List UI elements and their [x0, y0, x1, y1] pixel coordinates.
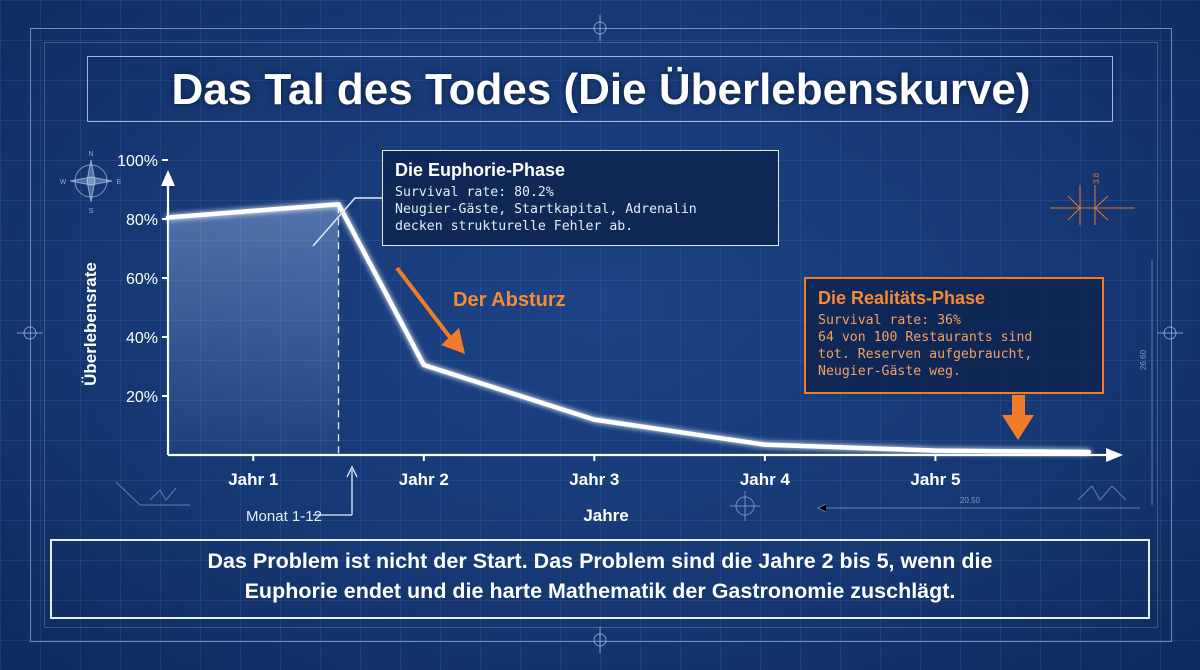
register-mark-bottom — [593, 627, 607, 653]
x-tick-label: Jahr 4 — [740, 470, 791, 489]
reality-down-arrow-icon — [1002, 395, 1034, 440]
conclusion-frame — [50, 539, 1150, 619]
reality-line: Neugier-Gäste weg. — [818, 364, 961, 379]
reality-line: 64 von 100 Restaurants sind — [818, 330, 1033, 345]
register-mark-left — [17, 326, 43, 340]
month-range-bracket — [313, 465, 358, 516]
conclusion-text: Das Problem ist nicht der Start. Das Pro… — [50, 546, 1150, 606]
dimension-label-vertical: 3.8 — [1092, 172, 1101, 184]
euphoria-connector — [312, 197, 382, 247]
y-tick-label: 20% — [126, 389, 158, 406]
inner-frame — [44, 42, 1158, 628]
y-tick-label: 40% — [126, 330, 158, 347]
register-mark-right — [1157, 326, 1183, 340]
compass-icon — [69, 159, 113, 203]
compass-label-s: S — [89, 208, 94, 215]
dimension-mark-bottom — [816, 503, 1140, 513]
register-mark-top — [593, 15, 607, 41]
euphoria-line: Survival rate: 80.2% — [395, 185, 554, 200]
reality-line: tot. Reserven aufgebraucht, — [818, 347, 1033, 362]
reality-callout: Die Realitäts-Phase Survival rate: 36% 6… — [804, 277, 1104, 394]
euphoria-line: Neugier-Gäste, Startkapital, Adrenalin — [395, 202, 697, 217]
y-tick-label: 60% — [126, 271, 158, 288]
x-tick-label: Jahr 1 — [228, 470, 278, 489]
crash-arrow-icon — [395, 266, 465, 354]
x-tick-label: Jahr 2 — [399, 470, 449, 489]
reality-title: Die Realitäts-Phase — [818, 288, 986, 308]
crash-label: Der Absturz — [453, 289, 566, 311]
y-tick-label: 100% — [117, 153, 158, 170]
euphoria-line: decken strukturelle Fehler ab. — [395, 219, 634, 234]
compass-label-n: N — [88, 151, 93, 158]
dimension-mark-vertical — [1050, 185, 1135, 225]
euphoria-callout: Die Euphorie-Phase Survival rate: 80.2% … — [382, 150, 779, 246]
sketch-mark-left — [115, 481, 190, 506]
compass-label-e: E — [117, 179, 122, 186]
outer-frame — [30, 28, 1172, 642]
compass-label-w: W — [60, 179, 67, 186]
crosshair-icon — [730, 491, 760, 521]
y-axis-label: Überlebensrate — [81, 262, 100, 386]
title-frame: Das Tal des Todes (Die Überlebenskurve) — [87, 56, 1113, 122]
dimension-label-right: 26.60 — [1139, 349, 1148, 370]
conclusion-line-2: Euphorie endet und die harte Mathematik … — [244, 579, 956, 603]
dimension-label-bottom: 20.50 — [960, 496, 981, 505]
euphoria-area — [168, 204, 339, 455]
x-axis-label: Jahre — [583, 506, 628, 525]
month-range-label: Monat 1-12 — [246, 508, 322, 525]
reality-line: Survival rate: 36% — [818, 313, 961, 328]
sketch-mark-right — [1077, 485, 1127, 501]
y-tick-label: 80% — [126, 212, 158, 229]
euphoria-title: Die Euphorie-Phase — [395, 160, 566, 180]
x-tick-label: Jahr 3 — [569, 470, 619, 489]
x-tick-label: Jahr 5 — [910, 470, 960, 489]
page-title: Das Tal des Todes (Die Überlebenskurve) — [171, 65, 1031, 114]
conclusion-line-1: Das Problem ist nicht der Start. Das Pro… — [207, 549, 993, 573]
